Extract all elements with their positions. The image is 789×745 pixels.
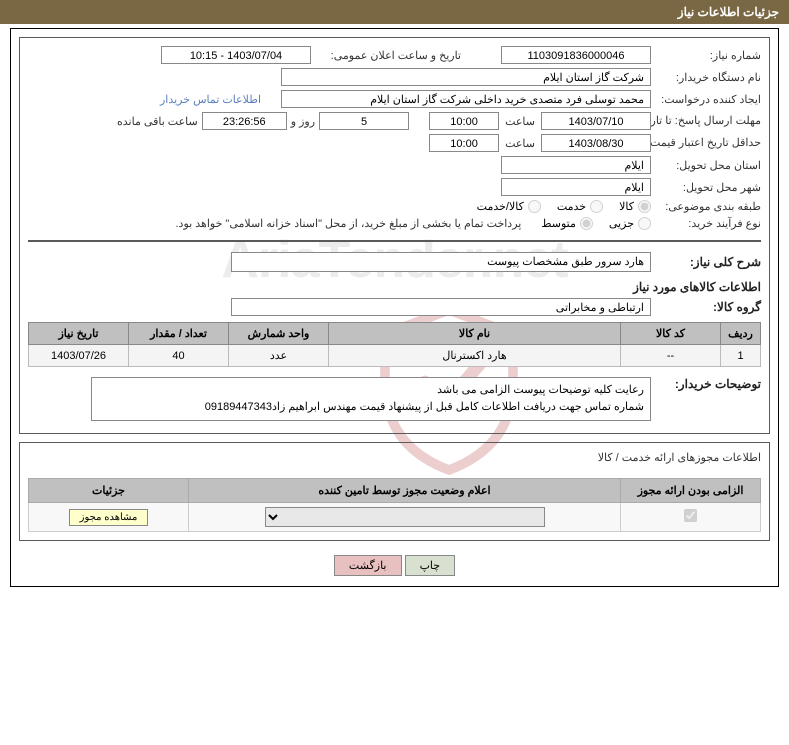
permit-section: اطلاعات مجوزهای ارائه خدمت / کالا الزامی… <box>19 442 770 541</box>
response-deadline-time: 10:00 <box>429 112 499 130</box>
delivery-province-label: استان محل تحویل: <box>651 159 761 172</box>
back-button[interactable]: بازگشت <box>334 555 402 576</box>
announce-datetime-label: تاریخ و ساعت اعلان عمومی: <box>311 49 461 62</box>
requester-value: محمد توسلی فرد متصدی خرید داخلی شرکت گاز… <box>281 90 651 108</box>
th-code: کد کالا <box>621 323 721 345</box>
radio-goods-service[interactable]: کالا/خدمت <box>477 200 541 213</box>
buyer-notes-value: رعایت کلیه توضیحات پیوست الزامی می باشد … <box>91 377 651 421</box>
permit-section-title: اطلاعات مجوزهای ارائه خدمت / کالا <box>594 451 761 464</box>
price-validity-time-label: ساعت <box>499 137 541 150</box>
need-number-label: شماره نیاز: <box>651 49 761 62</box>
th-row-no: ردیف <box>721 323 761 345</box>
announce-datetime-value: 1403/07/04 - 10:15 <box>161 46 311 64</box>
purchase-process-label: نوع فرآیند خرید: <box>651 217 761 230</box>
response-countdown: 23:26:56 <box>202 112 287 130</box>
price-validity-label: حداقل تاریخ اعتبار قیمت: تا تاریخ: <box>651 136 761 150</box>
response-deadline-date: 1403/07/10 <box>541 112 651 130</box>
th-details: جزئیات <box>29 479 189 503</box>
td-date: 1403/07/26 <box>29 345 129 367</box>
mandatory-checkbox <box>684 509 697 522</box>
response-time-label: ساعت <box>499 115 541 128</box>
radio-service-label: خدمت <box>557 200 586 213</box>
delivery-province-value: ایلام <box>501 156 651 174</box>
radio-medium-label: متوسط <box>541 217 576 230</box>
response-remaining-label: ساعت باقی مانده <box>113 115 202 128</box>
td-details: مشاهده مجوز <box>29 503 189 532</box>
footer-buttons: چاپ بازگشت <box>11 549 778 586</box>
response-days-label: روز و <box>287 115 319 128</box>
purchase-process-radios: جزیی متوسط <box>541 217 651 230</box>
td-code: -- <box>621 345 721 367</box>
radio-goods-label: کالا <box>619 200 634 213</box>
need-number-value: 1103091836000046 <box>501 46 651 64</box>
requester-label: ایجاد کننده درخواست: <box>651 93 761 106</box>
buyer-device-label: نام دستگاه خریدار: <box>651 71 761 84</box>
goods-group-value: ارتباطی و مخابراتی <box>231 298 651 316</box>
td-status <box>189 503 621 532</box>
subject-class-radios: کالا خدمت کالا/خدمت <box>477 200 651 213</box>
subject-class-label: طبقه بندی موضوعی: <box>651 200 761 213</box>
radio-minor[interactable]: جزیی <box>609 217 651 230</box>
th-mandatory: الزامی بودن ارائه مجوز <box>621 479 761 503</box>
purchase-process-note: پرداخت تمام یا بخشی از مبلغ خرید، از محل… <box>176 217 522 230</box>
delivery-city-value: ایلام <box>501 178 651 196</box>
td-unit: عدد <box>229 345 329 367</box>
td-name: هارد اکسترنال <box>329 345 621 367</box>
view-permit-button[interactable]: مشاهده مجوز <box>69 509 149 526</box>
buyer-contact-link[interactable]: اطلاعات تماس خریدار <box>160 93 261 106</box>
th-name: نام کالا <box>329 323 621 345</box>
th-unit: واحد شمارش <box>229 323 329 345</box>
buyer-notes-label: توضیحات خریدار: <box>651 377 761 391</box>
status-select[interactable] <box>265 507 545 527</box>
goods-group-label: گروه کالا: <box>651 300 761 314</box>
page-header: جزئیات اطلاعات نیاز <box>0 0 789 24</box>
general-desc-label: شرح کلی نیاز: <box>651 255 761 269</box>
general-desc-value: هارد سرور طبق مشخصات پیوست <box>231 252 651 272</box>
td-mandatory <box>621 503 761 532</box>
buyer-device-value: شرکت گاز استان ایلام <box>281 68 651 86</box>
details-section: شماره نیاز: 1103091836000046 تاریخ و ساع… <box>19 37 770 434</box>
permit-table: الزامی بودن ارائه مجوز اعلام وضعیت مجوز … <box>28 478 761 532</box>
radio-minor-label: جزیی <box>609 217 634 230</box>
radio-medium[interactable]: متوسط <box>541 217 593 230</box>
goods-table: ردیف کد کالا نام کالا واحد شمارش تعداد /… <box>28 322 761 367</box>
price-validity-date: 1403/08/30 <box>541 134 651 152</box>
delivery-city-label: شهر محل تحویل: <box>651 181 761 194</box>
radio-goods[interactable]: کالا <box>619 200 651 213</box>
permit-row: مشاهده مجوز <box>29 503 761 532</box>
th-date: تاریخ نیاز <box>29 323 129 345</box>
print-button[interactable]: چاپ <box>405 555 456 576</box>
radio-goods-service-label: کالا/خدمت <box>477 200 524 213</box>
response-days-value: 5 <box>319 112 409 130</box>
radio-service[interactable]: خدمت <box>557 200 603 213</box>
td-row-no: 1 <box>721 345 761 367</box>
td-qty: 40 <box>129 345 229 367</box>
page-title: جزئیات اطلاعات نیاز <box>678 5 779 19</box>
th-qty: تعداد / مقدار <box>129 323 229 345</box>
main-container: شماره نیاز: 1103091836000046 تاریخ و ساع… <box>10 28 779 587</box>
table-row: 1 -- هارد اکسترنال عدد 40 1403/07/26 <box>29 345 761 367</box>
price-validity-time: 10:00 <box>429 134 499 152</box>
goods-info-title: اطلاعات کالاهای مورد نیاز <box>633 280 761 294</box>
th-status: اعلام وضعیت مجوز توسط تامین کننده <box>189 479 621 503</box>
response-deadline-label: مهلت ارسال پاسخ: تا تاریخ: <box>651 114 761 128</box>
